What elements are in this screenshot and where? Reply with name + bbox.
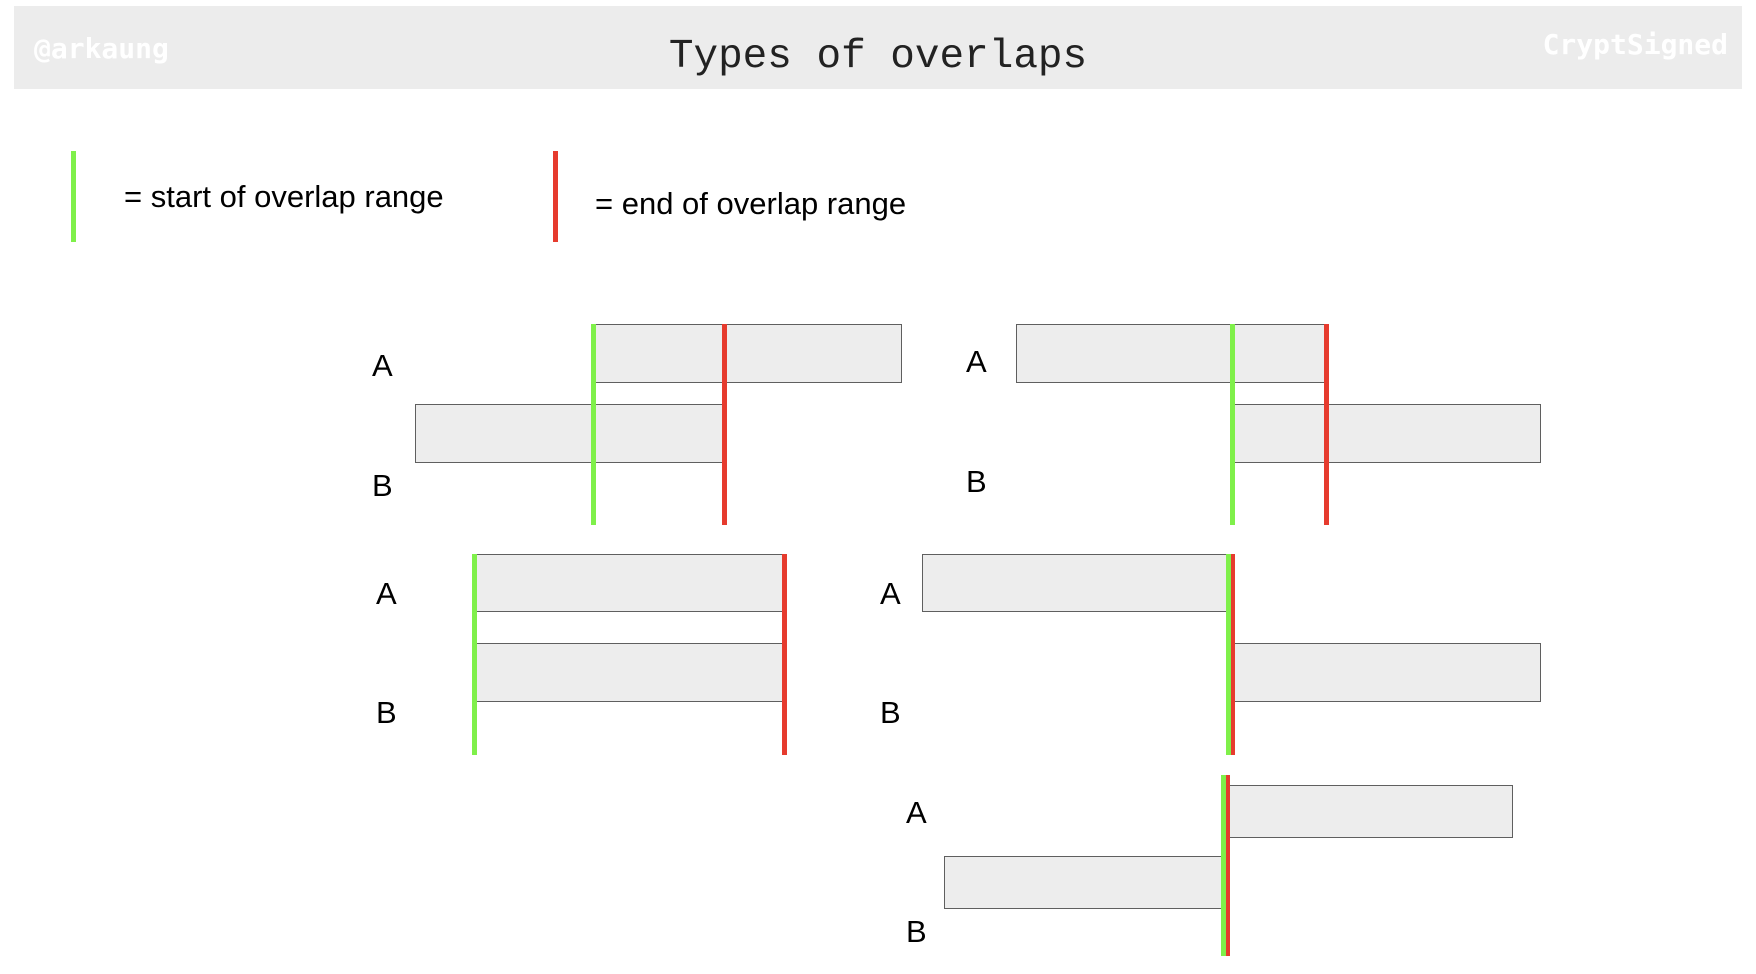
label-b: B [906, 914, 927, 949]
label-b: B [372, 468, 393, 503]
overlap-start-line [1230, 324, 1235, 525]
author-handle: @arkaung [34, 32, 169, 65]
overlap-end-line [1225, 775, 1230, 956]
overlap-end-line [782, 554, 787, 755]
range-b-bar [1231, 404, 1541, 463]
header-bar: @arkaung Types of overlaps CryptSigned [14, 6, 1742, 89]
range-a-bar [1228, 785, 1513, 838]
label-a: A [880, 576, 901, 611]
legend-start-line [71, 151, 76, 242]
overlap-start-line [591, 324, 596, 525]
range-a-bar [1016, 324, 1326, 383]
legend-start-label: = start of overlap range [124, 179, 444, 214]
overlap-end-line [1230, 554, 1235, 755]
label-a: A [376, 576, 397, 611]
label-a: A [372, 348, 393, 383]
overlap-end-line [722, 324, 727, 525]
overlap-end-line [1324, 324, 1329, 525]
page-title: Types of overlaps [668, 34, 1088, 80]
range-a-bar [592, 324, 902, 383]
legend-end-label: = end of overlap range [595, 186, 907, 221]
label-b: B [376, 695, 397, 730]
label-b: B [880, 695, 901, 730]
overlap-start-line [1221, 775, 1226, 956]
range-b-bar [474, 643, 787, 702]
range-a-bar [922, 554, 1229, 612]
range-b-bar [944, 856, 1226, 909]
overlap-start-line [472, 554, 477, 755]
overlap-start-line [1226, 554, 1231, 755]
range-b-bar [415, 404, 726, 463]
signature: CryptSigned [1542, 28, 1728, 61]
label-b: B [966, 464, 987, 499]
range-a-bar [474, 554, 787, 612]
legend-end-line [553, 151, 558, 242]
label-a: A [906, 795, 927, 830]
label-a: A [966, 344, 987, 379]
range-b-bar [1231, 643, 1541, 702]
